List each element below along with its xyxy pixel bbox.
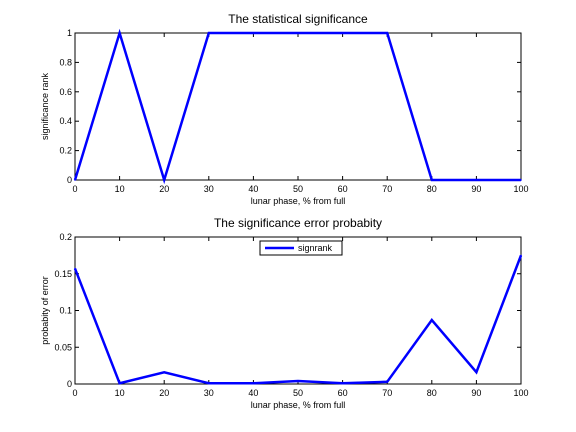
chart-2-data-point [74, 267, 76, 270]
chart-2-x-tick-label: 20 [159, 388, 169, 398]
chart-1-x-tick-label: 100 [513, 184, 528, 194]
chart-1-x-tick-label: 80 [427, 184, 437, 194]
chart-1-data-point [252, 32, 255, 34]
chart-2-x-axis-label: lunar phase, % from full [251, 400, 346, 410]
chart-1-series-line-1 [73, 28, 521, 185]
chart-2-x-tick-label: 60 [338, 388, 348, 398]
chart-1-data-point [208, 32, 210, 34]
chart-2-data-point [386, 380, 389, 383]
chart-1-x-tick-label: 50 [293, 184, 303, 194]
chart-1-data-point [74, 179, 76, 181]
chart-1-x-tick-label: 60 [338, 184, 348, 194]
chart-2-legend-box [259, 240, 343, 256]
chart-2-y-tick-label: 0 [67, 379, 72, 389]
chart-1-y-tick-label: 0.4 [59, 116, 72, 126]
chart-1-data-point [297, 32, 299, 34]
chart-1-data-point [475, 179, 478, 181]
chart-1-x-tick-label: 10 [115, 184, 125, 194]
chart-2-data-point [431, 319, 433, 321]
chart-2-x-tick-label: 80 [427, 388, 437, 398]
chart-1-data-point [520, 179, 522, 181]
chart-1-axes: 0 10 20 30 40 50 60 70 80 90 100 0 0.2 0.4 0.6 0.8 1 The … [40, 12, 529, 206]
chart-2-data-point [475, 371, 478, 374]
chart-1-x-tick-label: 20 [159, 184, 169, 194]
chart-1-x-tick-label: 0 [72, 184, 77, 194]
chart-1-x-tick-label: 30 [204, 184, 214, 194]
chart-2-plot-frame [74, 236, 522, 385]
chart-2-y-tick-label: 0.15 [54, 269, 72, 279]
chart-1-data-point [431, 179, 433, 181]
chart-2-x-tick-label: 100 [513, 388, 528, 398]
chart-2-y-tick-label: 0.05 [54, 342, 72, 352]
chart-2-legend: signrank [259, 240, 343, 256]
chart-2-y-axis-label: probabity of error [40, 276, 50, 345]
chart-2-x-tick-label: 90 [471, 388, 481, 398]
chart-2-axes: 0 10 20 30 40 50 60 70 80 90 100 0 0.05 0.1 0.15 0.2 The… [40, 216, 529, 410]
chart-1-y-tick-label: 0.8 [59, 57, 72, 67]
chart-1-x-axis-label: lunar phase, % from full [251, 196, 346, 206]
chart-1-x-tick-label: 40 [248, 184, 258, 194]
chart-2-y-tick-label: 0.1 [59, 306, 72, 316]
chart-1-y-axis-label: significance rank [40, 72, 50, 140]
chart-1-y-tick-label: 1 [67, 28, 72, 38]
chart-2-y-tick-label: 0.2 [59, 232, 72, 242]
chart-2-data-point [208, 382, 210, 385]
chart-1-data-point [118, 32, 121, 34]
chart-2-x-tick-label: 0 [72, 388, 77, 398]
chart-2-data-point [341, 382, 344, 385]
chart-1-y-tick-label: 0 [67, 175, 72, 185]
chart-1-data-point [163, 179, 165, 181]
chart-1-data-point [341, 32, 344, 34]
chart-2-title: The significance error probabity [214, 216, 382, 230]
chart-1-data-point [386, 32, 389, 34]
chart-2-data-point [252, 382, 255, 385]
chart-1-x-tick-label: 70 [382, 184, 392, 194]
chart-1-x-tick-label: 90 [471, 184, 481, 194]
chart-1-y-tick-label: 0.6 [59, 87, 72, 97]
chart-2-x-tick-label: 10 [115, 388, 125, 398]
chart-1-title: The statistical significance [228, 12, 368, 26]
chart-2-x-tick-label: 40 [248, 388, 258, 398]
chart-2-data-point [297, 380, 299, 382]
chart-2-x-tick-label: 30 [204, 388, 214, 398]
chart-2-series-line-1 [73, 254, 523, 385]
chart-1-y-tick-label: 0.2 [59, 146, 72, 156]
chart-2-x-tick-label: 50 [293, 388, 303, 398]
chart-2-data-point [163, 371, 165, 374]
chart-2-data-point [520, 254, 522, 257]
chart-2-x-tick-label: 70 [382, 388, 392, 398]
chart-2-legend-label: signrank [298, 243, 333, 253]
chart-2-data-point [118, 382, 121, 385]
